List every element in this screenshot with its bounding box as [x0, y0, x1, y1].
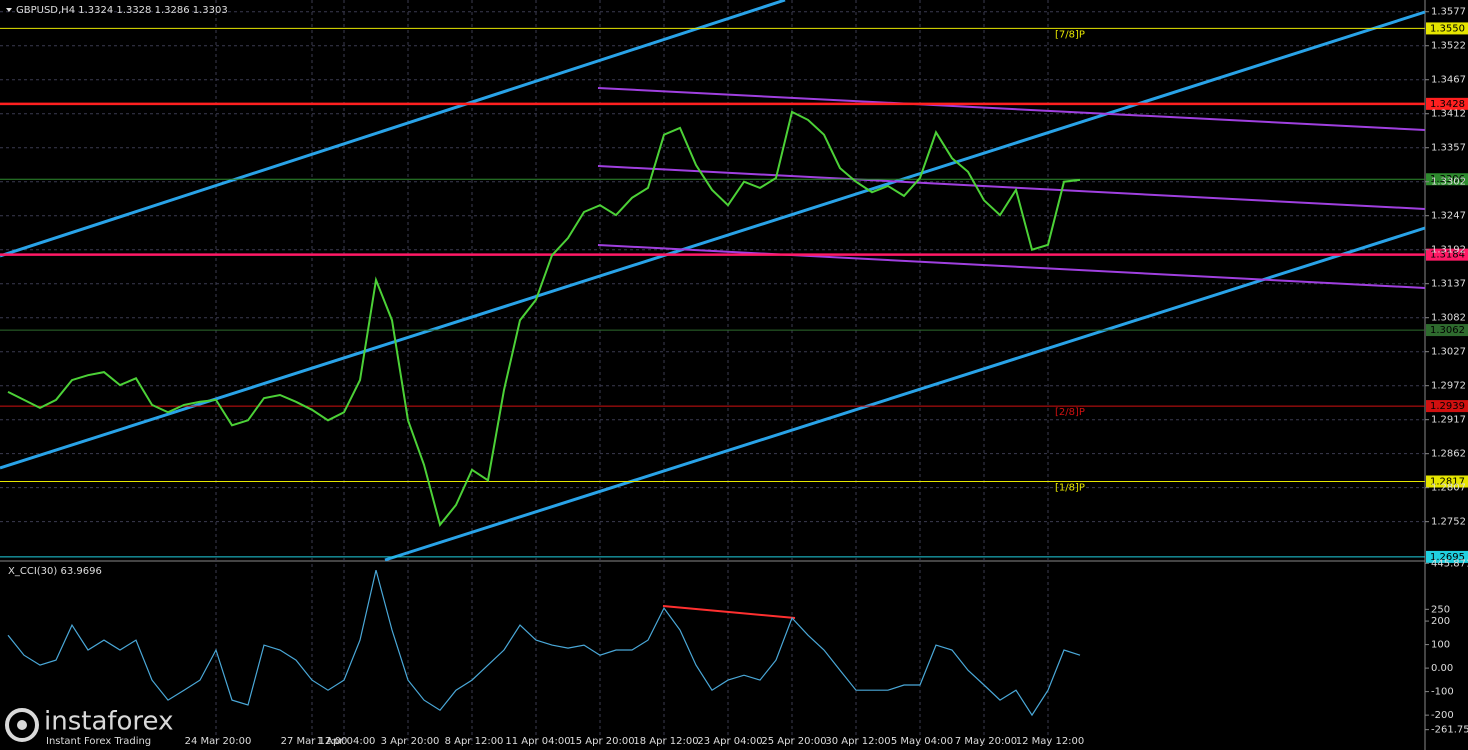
- y-tick-label: 1.3027: [1431, 347, 1466, 358]
- level-price-label: 1.2939: [1430, 401, 1465, 412]
- channel-line: [0, 0, 786, 258]
- y-tick-label: 1.3137: [1431, 279, 1466, 290]
- watermark: instaforex Instant Forex Trading: [5, 707, 173, 747]
- y-tick-label: 1.2752: [1431, 517, 1466, 528]
- regression-line: [597, 244, 1426, 289]
- chart-title: GBPUSD,H4 1.3324 1.3328 1.3286 1.3303: [16, 5, 228, 16]
- y-tick-label: 1.3522: [1431, 41, 1466, 52]
- brand: instaforex: [44, 707, 173, 737]
- x-tick-label: 1 Apr 04:00: [317, 736, 376, 747]
- level-price-label: 1.2817: [1430, 477, 1465, 488]
- y-tick-label: 1.3192: [1431, 245, 1466, 256]
- x-tick-label: 12 May 12:00: [1016, 736, 1085, 747]
- level-tag: [7/8]P: [1055, 29, 1085, 40]
- indicator-title: X_CCI(30) 63.9696: [8, 566, 102, 577]
- x-tick-label: 11 Apr 04:00: [505, 736, 570, 747]
- x-tick-label: 18 Apr 12:00: [633, 736, 698, 747]
- y-tick-label: 1.3577: [1431, 7, 1466, 18]
- y-tick-label: -100: [1431, 687, 1454, 698]
- level-price-box: [1426, 248, 1468, 261]
- level-price-box: [1426, 475, 1468, 488]
- channel-line: [384, 226, 1426, 562]
- y-tick-label: 1.2972: [1431, 381, 1466, 392]
- menu-arrow: [6, 8, 12, 12]
- y-tick-label: -261.757: [1431, 725, 1468, 736]
- level-price-label: 1.3306: [1430, 174, 1465, 185]
- y-tick-label: 1.3247: [1431, 211, 1466, 222]
- y-tick-label: 1.3302: [1431, 177, 1466, 188]
- x-tick-label: 30 Apr 12:00: [825, 736, 890, 747]
- level-price-box: [1426, 173, 1468, 186]
- level-tag: [1/8]P: [1055, 483, 1085, 494]
- x-tick-label: 5 May 04:00: [891, 736, 953, 747]
- x-tick-label: 7 May 20:00: [955, 736, 1017, 747]
- level-price-box: [1426, 400, 1468, 413]
- y-tick-label: 445.8715: [1431, 558, 1468, 569]
- axes: 1.3577 1.3522 1.3467 1.3412 1.3357 1.3302 1.32…: [185, 7, 1468, 747]
- series-line: [7, 569, 1081, 717]
- y-tick-label: 1.3467: [1431, 75, 1466, 86]
- plots: [7, 110, 1081, 717]
- level-price-label: 1.2695: [1430, 552, 1465, 563]
- level-price-label: 1.3550: [1430, 23, 1465, 34]
- y-tick-label: 100: [1431, 640, 1450, 651]
- level-price-label: 1.3428: [1430, 99, 1465, 110]
- y-tick-label: -200: [1431, 710, 1454, 721]
- x-tick-label: 15 Apr 20:00: [569, 736, 634, 747]
- level-price-box: [1426, 324, 1468, 337]
- x-tick-label: 24 Mar 20:00: [185, 736, 252, 747]
- y-tick-label: 0.00: [1431, 663, 1453, 674]
- y-tick-label: 200: [1431, 616, 1450, 627]
- level-price-box: [1426, 97, 1468, 110]
- channel-line: [0, 10, 1426, 470]
- x-tick-label: 25 Apr 20:00: [761, 736, 826, 747]
- series-line: [7, 110, 1081, 527]
- y-tick-label: 1.3082: [1431, 313, 1466, 324]
- regression-line: [597, 165, 1426, 210]
- x-tick-label: 27 Mar 12:00: [281, 736, 348, 747]
- y-tick-label: 1.3412: [1431, 109, 1466, 120]
- x-tick-label: 8 Apr 12:00: [445, 736, 504, 747]
- divergence-line: [662, 605, 796, 619]
- slogan: Instant Forex Trading: [46, 736, 151, 747]
- level-price-label: 1.3184: [1430, 250, 1465, 261]
- level-price-label: 1.3062: [1430, 325, 1465, 336]
- level-price-box: [1426, 550, 1468, 563]
- y-tick-label: 1.2807: [1431, 483, 1466, 494]
- level-price-box: [1426, 22, 1468, 35]
- y-tick-label: 250: [1431, 604, 1450, 615]
- y-tick-label: 1.2862: [1431, 449, 1466, 460]
- x-tick-label: 3 Apr 20:00: [381, 736, 440, 747]
- logo-icon-core: [17, 720, 27, 730]
- logo-icon: [5, 708, 39, 742]
- y-tick-label: 1.2917: [1431, 415, 1466, 426]
- murray-levels: 1.3550 [7/8]P 1.3428 1.3306 1.3184 1.3062 1.29…: [0, 22, 1468, 563]
- trend-lines: [0, 0, 1426, 619]
- regression-line: [597, 87, 1426, 131]
- x-tick-label: 23 Apr 04:00: [697, 736, 762, 747]
- y-tick-label: 1.3357: [1431, 143, 1466, 154]
- grid: [0, 0, 1425, 745]
- level-tag: [2/8]P: [1055, 407, 1085, 418]
